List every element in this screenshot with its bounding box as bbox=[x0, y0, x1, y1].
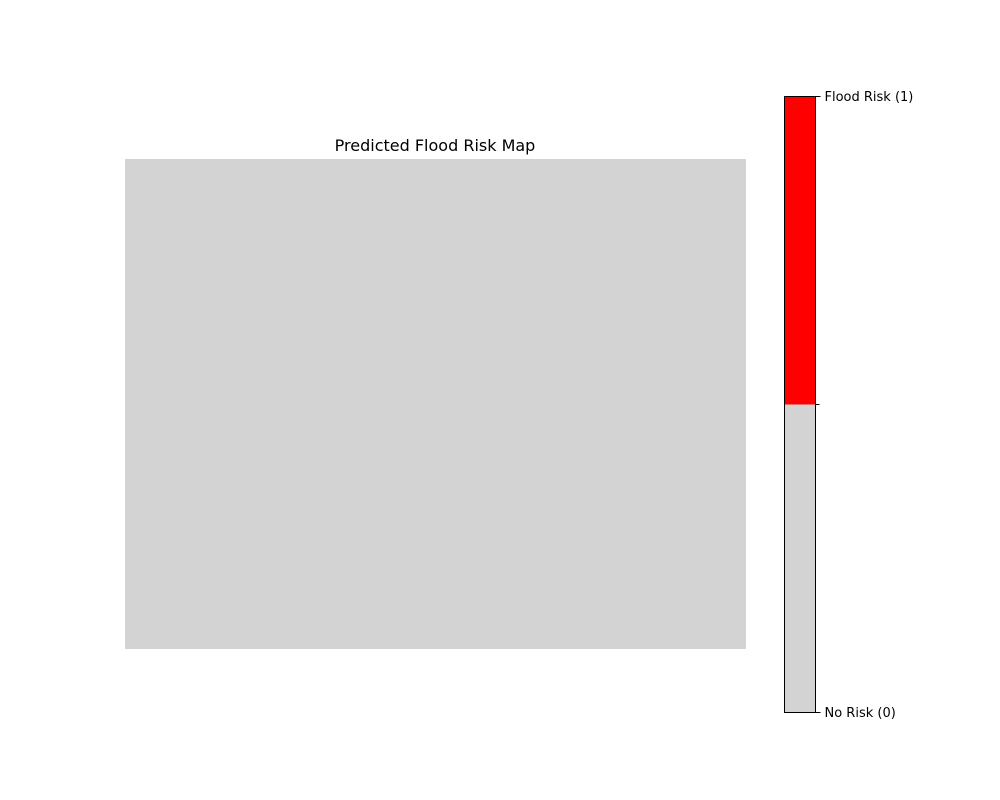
colorbar: No Risk (0) Flood Risk (1) bbox=[784, 90, 914, 721]
heatmap-cell bbox=[125, 159, 746, 649]
heatmap-area bbox=[125, 159, 746, 649]
colorbar-tick-label: No Risk (0) bbox=[825, 706, 896, 721]
colorbar-segment-1 bbox=[784, 96, 816, 405]
colorbar-tick-label: Flood Risk (1) bbox=[825, 90, 914, 105]
colorbar-segment-0 bbox=[784, 404, 816, 713]
chart-title: Predicted Flood Risk Map bbox=[335, 136, 536, 155]
